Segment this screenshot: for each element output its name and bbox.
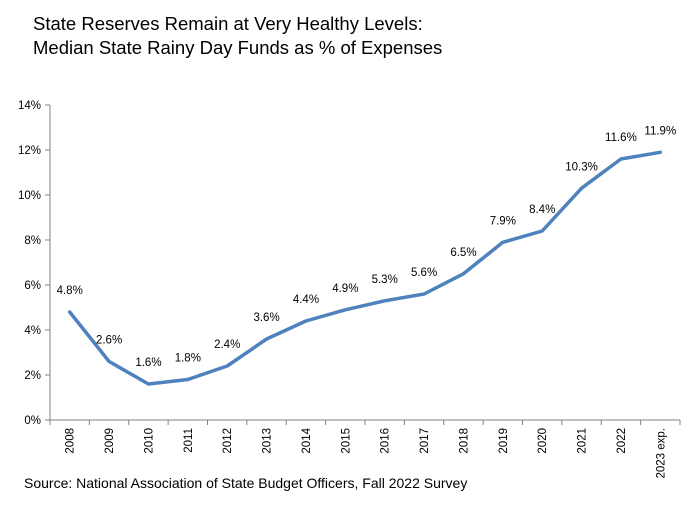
x-tick-label: 2021 [577, 428, 589, 454]
chart-title: State Reserves Remain at Very Healthy Le… [33, 12, 442, 60]
y-tick-label: 14% [18, 100, 41, 112]
source-note: Source: National Association of State Bu… [24, 475, 468, 491]
x-tick-label: 2009 [104, 428, 116, 454]
y-tick-label: 8% [24, 235, 41, 247]
data-label: 4.8% [57, 285, 83, 297]
x-tick-label: 2011 [183, 428, 195, 453]
data-label: 4.9% [332, 283, 358, 295]
data-label: 6.5% [450, 247, 476, 259]
data-label: 2.6% [96, 335, 122, 347]
chart-title-line-2: Median State Rainy Day Funds as % of Exp… [33, 37, 443, 58]
x-tick-label: 2015 [340, 428, 352, 454]
data-label: 4.4% [293, 294, 319, 306]
x-tick-label: 2014 [301, 427, 313, 453]
x-tick-label: 2017 [419, 428, 431, 454]
y-tick-label: 10% [18, 190, 41, 202]
x-tick-label: 2020 [537, 428, 549, 454]
data-label: 1.6% [135, 357, 161, 369]
x-tick-label: 2010 [143, 428, 155, 454]
x-tick-label: 2019 [498, 428, 510, 454]
x-tick-label: 2016 [380, 428, 392, 454]
y-tick-label: 0% [24, 415, 41, 427]
y-tick-label: 6% [24, 280, 41, 292]
x-tick-label: 2013 [262, 428, 274, 454]
y-tick-label: 12% [18, 145, 41, 157]
data-label: 5.3% [372, 274, 398, 286]
data-label: 2.4% [214, 339, 240, 351]
x-tick-label: 2023 exp. [655, 428, 667, 479]
data-label: 11.9% [644, 125, 676, 137]
data-label: 10.3% [565, 161, 598, 173]
x-tick-label: 2008 [65, 428, 77, 454]
y-tick-label: 2% [24, 370, 41, 382]
x-tick-label: 2012 [222, 428, 234, 454]
y-tick-label: 4% [24, 325, 41, 337]
x-tick-label: 2022 [616, 428, 628, 454]
data-label: 7.9% [490, 215, 516, 227]
chart-title-line-1: State Reserves Remain at Very Healthy Le… [33, 13, 423, 34]
data-label: 1.8% [175, 353, 201, 365]
series-line [67, 150, 663, 386]
data-label: 5.6% [411, 267, 437, 279]
data-label: 8.4% [529, 204, 555, 216]
data-label: 11.6% [605, 132, 637, 144]
x-tick-label: 2018 [458, 428, 470, 454]
data-label: 3.6% [253, 312, 279, 324]
